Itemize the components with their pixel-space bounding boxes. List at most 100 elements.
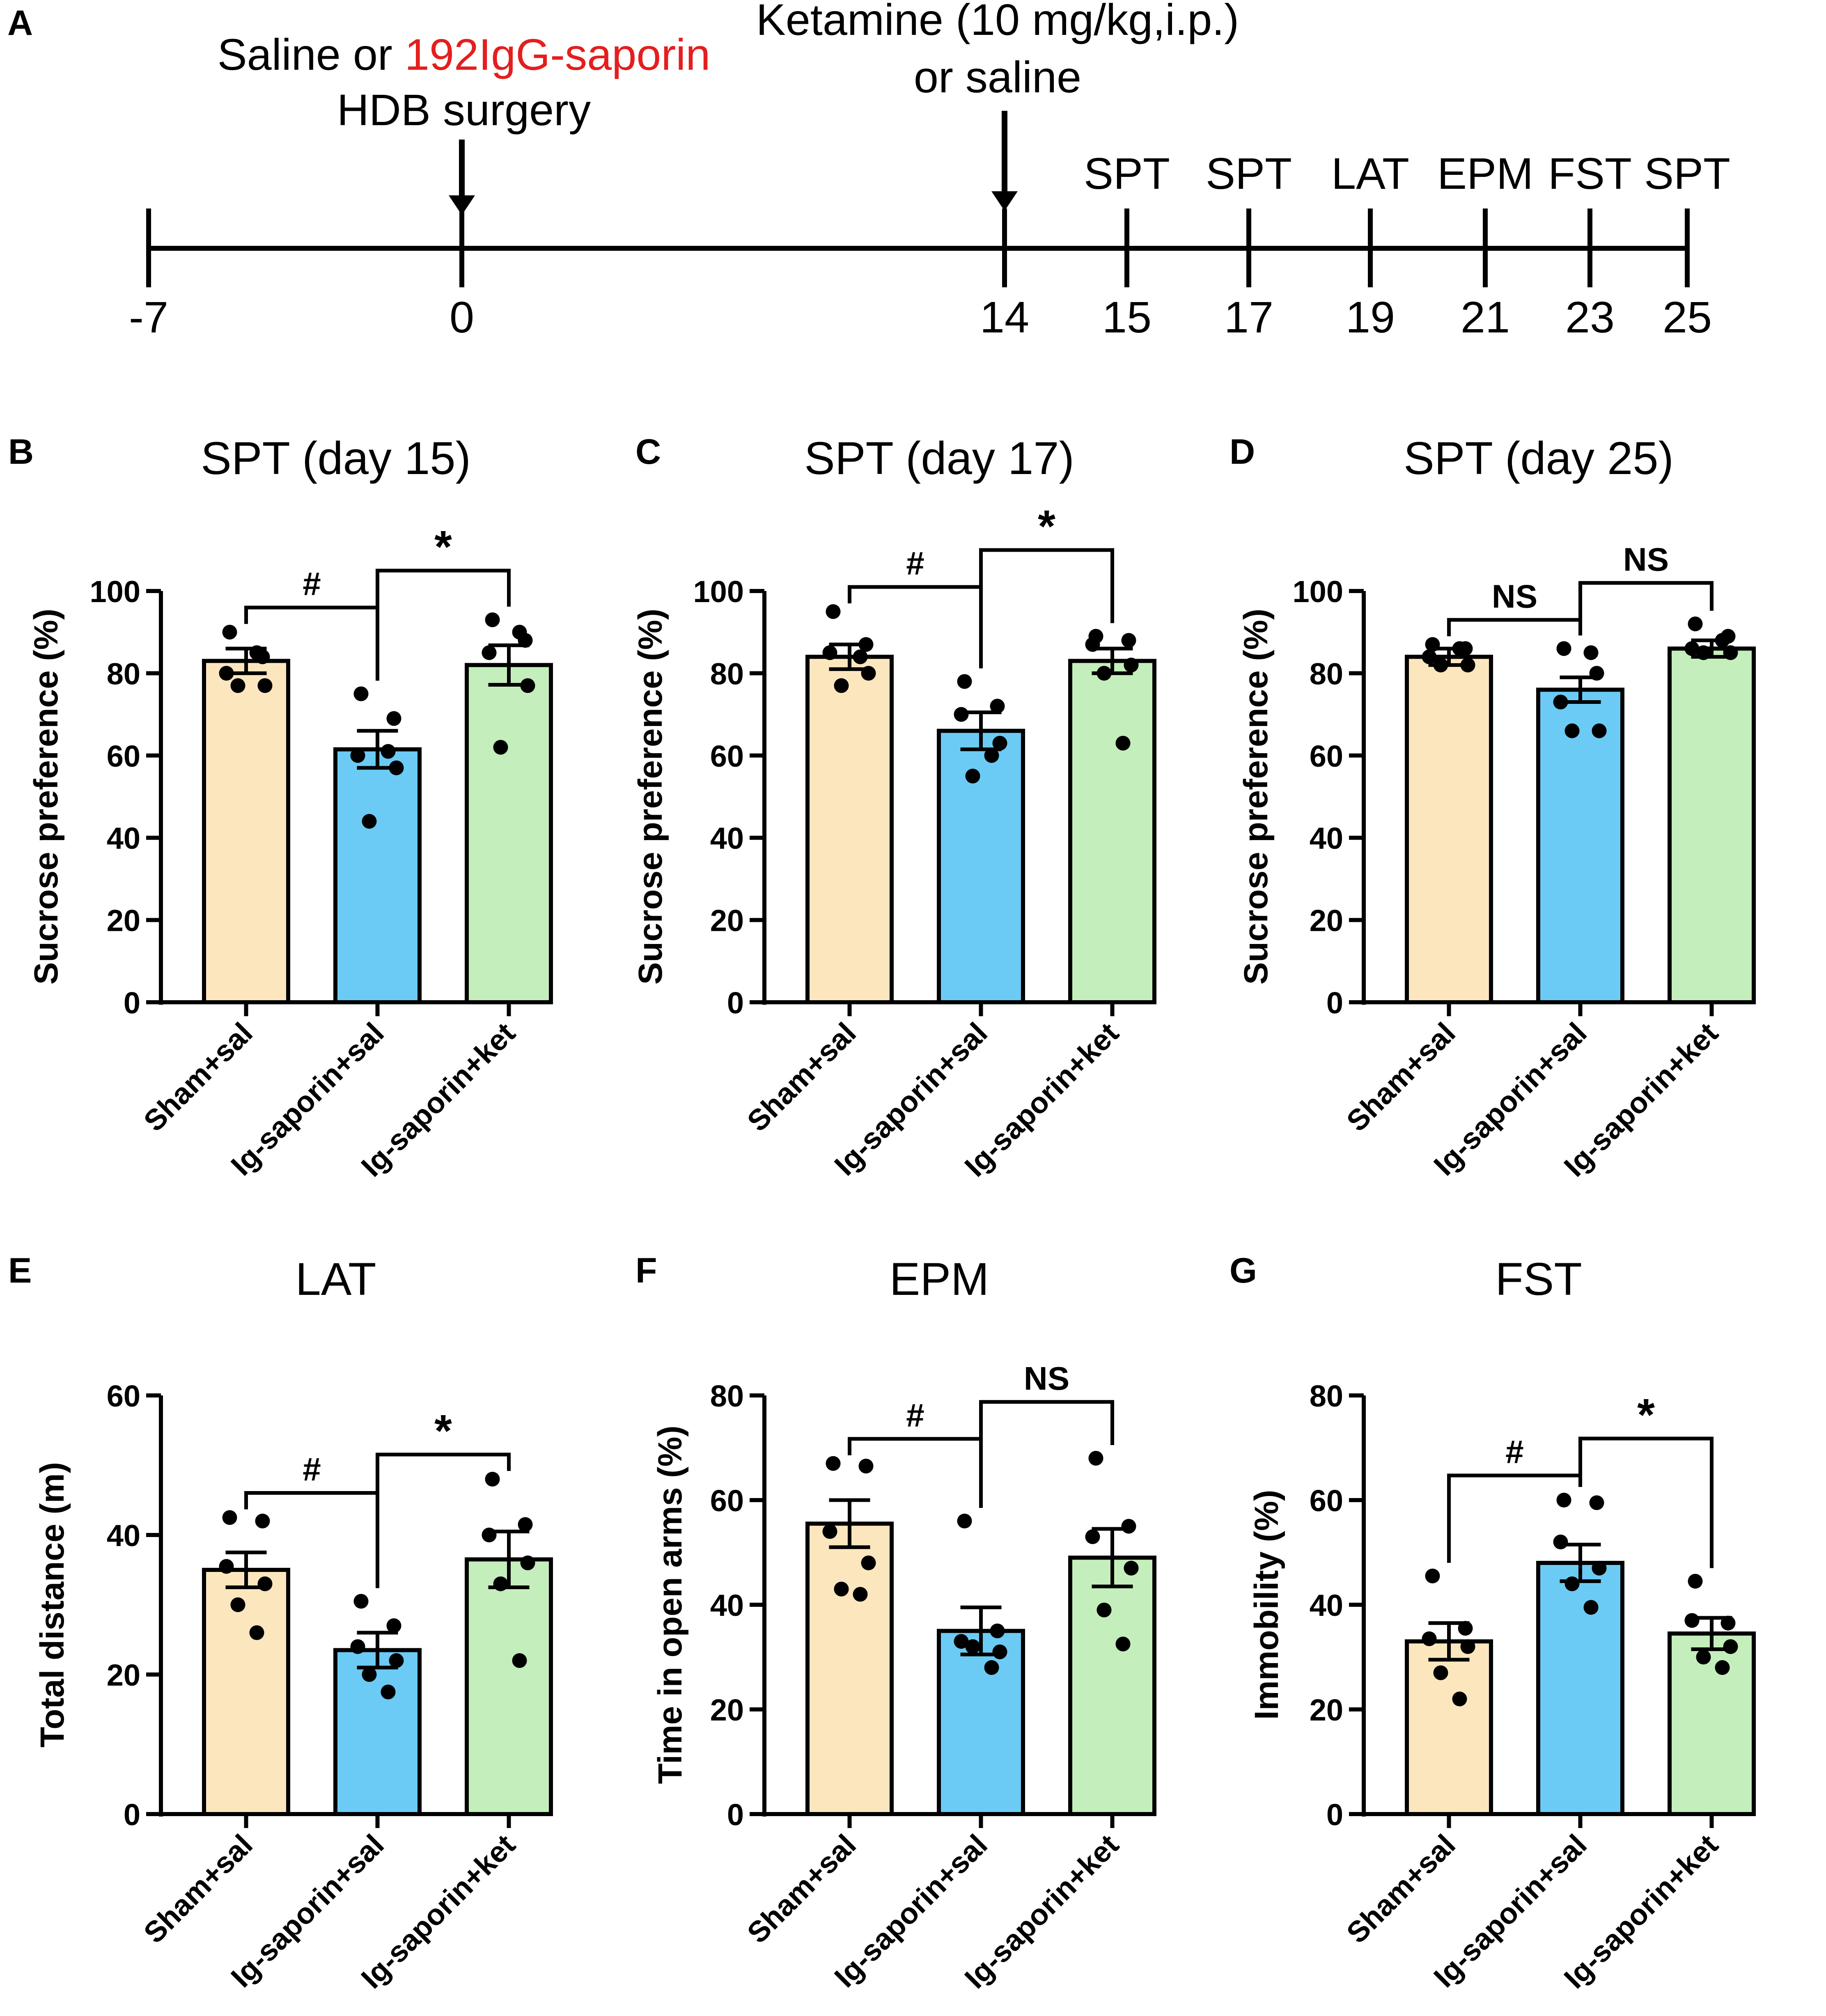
data-point — [992, 735, 1007, 751]
chart-panel-f: F EPM Time in open arms (%) 0 20 40 60 80 Sham+s… — [635, 1251, 1156, 1995]
significance-label: * — [434, 1406, 452, 1456]
data-point — [249, 645, 264, 660]
timeline-arrow-head — [449, 195, 475, 215]
data-point — [992, 1644, 1007, 1659]
x-tick-label: Sham+sal — [1340, 1017, 1462, 1138]
data-point — [520, 678, 535, 693]
y-tick-label: 20 — [1310, 1693, 1343, 1727]
y-tick-label: 60 — [1310, 1484, 1343, 1518]
y-tick-label: 40 — [1310, 821, 1343, 855]
data-point — [834, 1581, 849, 1597]
chart-title: SPT (day 17) — [804, 433, 1074, 484]
data-point — [954, 1634, 969, 1649]
data-point — [1115, 735, 1131, 751]
data-point — [1422, 649, 1437, 664]
data-point — [1124, 657, 1139, 673]
timeline-test-label: SPT — [1644, 149, 1730, 198]
timeline-test-label: LAT — [1331, 149, 1409, 198]
data-point — [350, 1639, 365, 1654]
bar-2 — [937, 729, 1025, 1005]
chart-title: SPT (day 15) — [201, 433, 471, 484]
significance-label: # — [303, 1451, 321, 1488]
data-point — [826, 1456, 841, 1471]
significance-bracket — [376, 1452, 511, 1588]
data-point — [222, 1510, 237, 1525]
significance-bracket — [979, 1400, 1114, 1508]
y-tick-label: 60 — [107, 1379, 140, 1413]
significance-bracket — [376, 568, 511, 681]
significance-bracket — [979, 548, 1114, 669]
data-point — [990, 699, 1005, 714]
data-point — [1592, 1560, 1607, 1576]
panel-letter: F — [635, 1251, 657, 1290]
y-tick-label: 20 — [107, 1658, 140, 1692]
data-point — [957, 674, 972, 689]
y-axis-label: Sucrose preference (%) — [632, 609, 669, 985]
y-tick-label: 20 — [710, 904, 744, 938]
data-point — [389, 760, 404, 775]
saporin-highlight-label: 192IgG-saporin — [405, 30, 710, 79]
data-point — [353, 686, 369, 701]
y-axis-label: Sucrose preference (%) — [1237, 609, 1275, 985]
bar-1 — [1405, 655, 1493, 1004]
data-point — [1115, 1636, 1131, 1652]
data-point — [1085, 1529, 1100, 1544]
y-tick-label: 100 — [1293, 575, 1343, 609]
timeline-panel: A Saline or 192IgG-saporin HDB surgery K… — [7, 0, 1730, 342]
bar-3 — [1068, 1556, 1156, 1816]
timeline-tick-label: 0 — [450, 292, 474, 342]
data-point — [954, 707, 969, 722]
data-point — [965, 1639, 980, 1654]
y-tick-label: 20 — [1310, 904, 1343, 938]
significance-label: NS — [1492, 578, 1537, 614]
y-tick-label: 40 — [1310, 1588, 1343, 1622]
bar-2 — [333, 747, 422, 1004]
bar-2 — [937, 1629, 1025, 1816]
bar-1 — [1405, 1639, 1493, 1816]
timeline-test-label: EPM — [1437, 149, 1533, 198]
significance-label: * — [1038, 501, 1055, 552]
timeline-tick-label: -7 — [129, 292, 168, 342]
data-point — [834, 678, 849, 693]
y-tick-label: 80 — [710, 657, 744, 691]
data-point — [1723, 645, 1738, 660]
data-point — [485, 612, 500, 628]
panel-letter: D — [1230, 432, 1255, 472]
panel-letter: G — [1230, 1251, 1257, 1290]
data-point — [1723, 1639, 1738, 1654]
data-point — [493, 1576, 508, 1591]
data-point — [257, 678, 273, 693]
data-point — [1121, 1519, 1136, 1534]
data-point — [249, 1625, 264, 1640]
data-point — [362, 1667, 377, 1682]
data-point — [1452, 641, 1467, 656]
y-tick-label: 80 — [1310, 1379, 1343, 1413]
y-tick-label: 40 — [107, 1519, 140, 1553]
data-point — [1688, 1574, 1703, 1589]
bar-3 — [465, 663, 553, 1004]
bar-2 — [333, 1648, 422, 1816]
bar-1 — [202, 1568, 290, 1816]
data-point — [219, 1559, 234, 1574]
data-point — [1684, 641, 1700, 656]
data-point — [1460, 657, 1475, 673]
data-point — [381, 1684, 396, 1700]
data-point — [1556, 1493, 1571, 1507]
data-point — [381, 744, 396, 759]
data-point — [1553, 694, 1568, 710]
data-point — [1564, 723, 1580, 738]
data-point — [1433, 657, 1448, 673]
ketamine-label-line1: Ketamine (10 mg/kg,i.p.) — [756, 0, 1239, 44]
y-tick-label: 60 — [107, 739, 140, 773]
timeline-tick-label: 17 — [1224, 292, 1273, 342]
significance-bracket — [1578, 1436, 1714, 1568]
data-point — [482, 645, 497, 660]
timeline-tick-label: 25 — [1663, 292, 1712, 342]
data-point — [1684, 1613, 1700, 1628]
data-point — [389, 1653, 404, 1668]
significance-bracket — [1447, 618, 1582, 637]
data-point — [493, 740, 508, 755]
